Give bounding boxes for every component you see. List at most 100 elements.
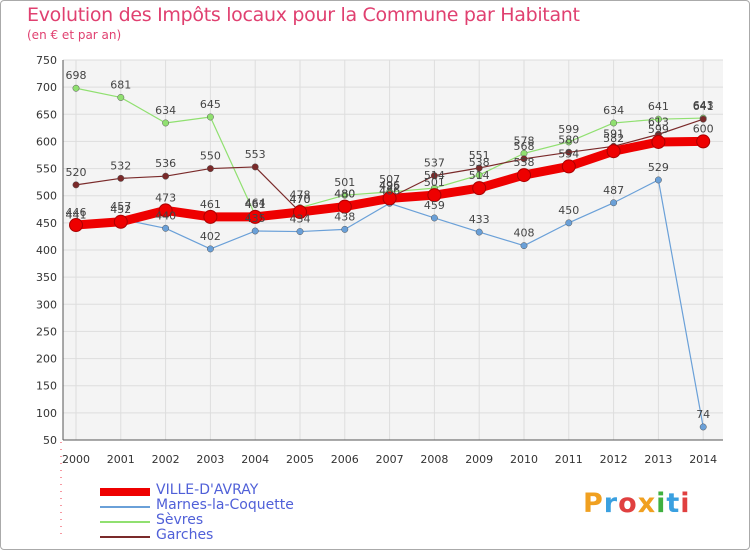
series-point-marnes-la-coquette [296,228,304,235]
data-label-sevres: 578 [514,134,535,147]
series-point-marnes-la-coquette [565,219,573,227]
legend: VILLE-D'AVRAY Marnes-la-Coquette Sèvres … [100,482,360,544]
x-tick-label: 2006 [331,453,359,466]
data-label-sevres: 681 [110,78,131,91]
data-label-garches: 496 [379,179,400,192]
series-point-garches [475,164,483,172]
series-point-marnes-la-coquette [699,423,707,431]
x-tick-label: 2001 [107,453,135,466]
series-point-ville-d-avray [293,205,307,219]
y-tick-label: 750 [36,54,57,67]
y-tick-label: 300 [36,298,57,311]
series-point-ville-d-avray [113,214,128,229]
y-tick-label: 350 [36,271,57,284]
data-label-garches: 613 [648,115,669,128]
legend-item-ville-d-avray: VILLE-D'AVRAY [100,482,360,499]
data-label-ville-d-avray: 554 [558,147,579,160]
data-label-marnes-la-coquette: 487 [603,184,624,197]
series-point-marnes-la-coquette [520,242,528,250]
data-label-marnes-la-coquette: 402 [200,230,221,243]
data-label-ville-d-avray: 446 [66,206,87,219]
data-label-marnes-la-coquette: 438 [334,210,355,223]
data-label-ville-d-avray: 538 [514,156,535,169]
legend-swatch-sevres [100,521,150,523]
x-tick-label: 2011 [555,453,583,466]
brand-logo-letter: P [583,488,604,519]
brand-logo-letter: r [603,488,619,519]
x-tick-label: 2010 [510,453,538,466]
x-tick-label: 2012 [600,453,628,466]
data-label-marnes-la-coquette: 433 [469,213,490,226]
series-point-ville-d-avray [337,199,352,214]
series-point-sevres [475,171,483,179]
brand-logo-letter: i [656,488,667,519]
series-point-ville-d-avray [427,188,442,203]
data-label-sevres: 514 [424,169,445,182]
data-label-sevres: 634 [603,104,624,117]
legend-swatch-garches [100,536,150,538]
data-label-sevres: 507 [379,173,400,186]
data-label-garches: 550 [200,150,221,163]
series-point-ville-d-avray [651,134,666,149]
y-tick-label: 450 [36,217,57,230]
x-tick-label: 2009 [465,453,493,466]
series-point-marnes-la-coquette [251,227,259,235]
data-label-marnes-la-coquette: 486 [379,184,400,197]
series-point-ville-d-avray [69,218,83,233]
series-point-sevres [341,191,349,199]
y-tick-label: 700 [36,81,57,94]
series-point-ville-d-avray [158,203,173,218]
x-tick-label: 2014 [689,453,717,466]
data-label-ville-d-avray: 470 [290,193,311,206]
y-tick-label: 100 [36,407,57,420]
data-label-garches: 536 [155,157,176,170]
y-tick-label: 400 [36,244,57,257]
series-point-ville-d-avray [248,209,263,224]
y-tick-label: 250 [36,325,57,338]
legend-label-garches: Garches [156,527,214,543]
series-point-marnes-la-coquette [430,214,438,222]
data-label-sevres: 538 [469,156,490,169]
series-point-ville-d-avray [382,191,397,206]
y-tick-label: 600 [36,135,57,148]
data-label-ville-d-avray: 452 [110,203,131,216]
data-label-ville-d-avray: 461 [245,198,266,211]
data-label-sevres: 464 [245,196,266,209]
data-label-marnes-la-coquette: 450 [558,204,579,217]
series-point-garches [162,172,170,180]
data-label-garches: 580 [558,133,579,146]
x-tick-label: 2008 [420,453,448,466]
brand-logo-letter: x [637,488,657,519]
y-tick-label: 550 [36,163,57,176]
series-point-sevres [565,138,573,146]
data-label-garches: 537 [424,157,445,170]
series-point-marnes-la-coquette [206,245,214,253]
legend-item-sevres: Sèvres [100,512,360,529]
series-point-marnes-la-coquette [341,225,349,233]
series-point-marnes-la-coquette [654,176,662,184]
legend-label-sevres: Sèvres [156,512,204,528]
data-label-ville-d-avray: 582 [603,132,624,145]
series-point-garches [117,174,125,182]
data-label-ville-d-avray: 495 [379,179,400,192]
legend-label-ville-d-avray: VILLE-D'AVRAY [156,482,259,498]
y-tick-label: 150 [36,380,57,393]
data-label-garches: 551 [469,149,490,162]
series-point-garches [520,155,528,163]
series-point-sevres [72,84,80,92]
series-point-ville-d-avray [606,144,621,159]
data-label-marnes-la-coquette: 459 [424,199,445,212]
y-tick-label: 50 [43,434,57,447]
data-label-marnes-la-coquette: 441 [66,209,87,222]
y-tick-label: 200 [36,353,57,366]
data-label-ville-d-avray: 461 [200,198,221,211]
brand-logo-letter: o [618,488,638,519]
data-label-marnes-la-coquette: 408 [514,227,535,240]
data-label-garches: 591 [603,127,624,140]
data-label-garches: 520 [66,166,87,179]
data-label-marnes-la-coquette: 457 [110,200,131,213]
data-label-sevres: 645 [200,98,221,111]
x-tick-label: 2004 [241,453,269,466]
series-point-marnes-la-coquette [610,199,618,207]
